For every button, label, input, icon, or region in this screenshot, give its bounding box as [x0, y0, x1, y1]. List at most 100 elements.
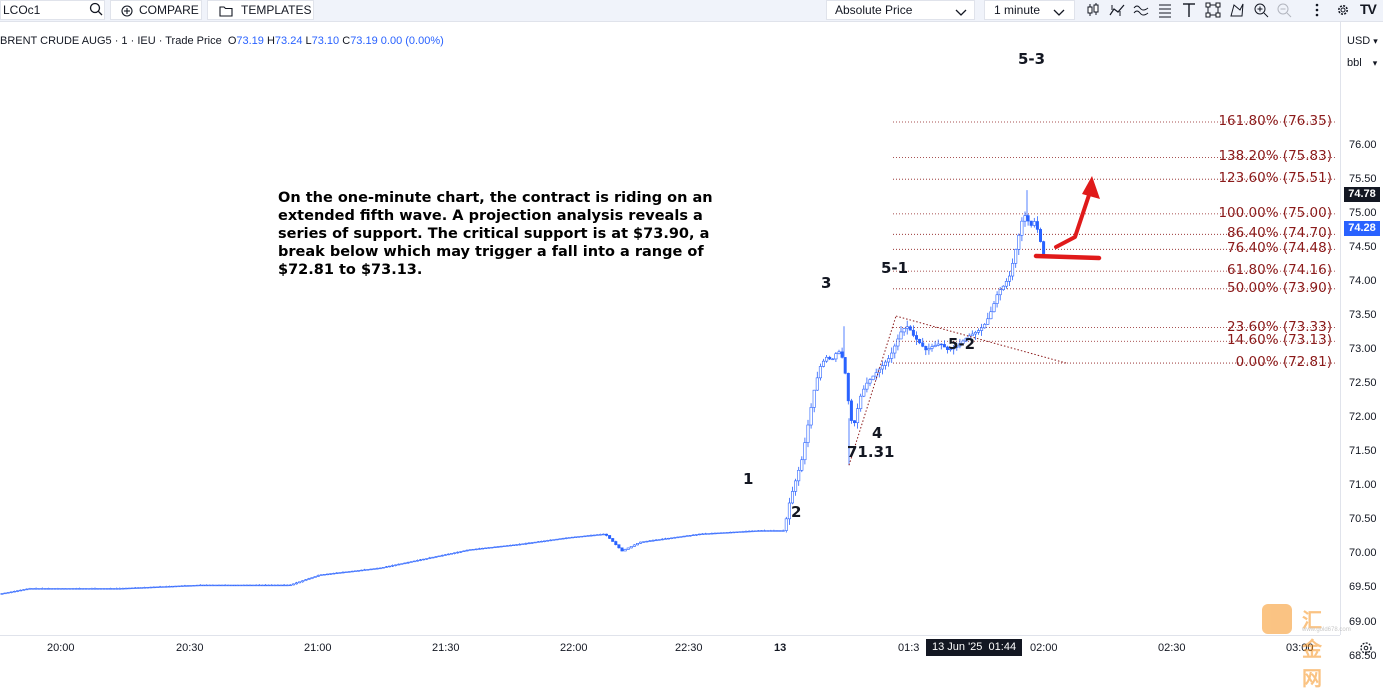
candle-up [294, 582, 298, 585]
candle-up [158, 586, 162, 588]
indicators-icon[interactable] [1108, 1, 1126, 19]
time-tick: 22:30 [675, 642, 703, 654]
candle-up [198, 584, 202, 587]
wave-icon[interactable] [1132, 1, 1150, 19]
currency-selector[interactable]: USD ▾ [1347, 35, 1378, 47]
fib-level-label: 86.40% (74.70) [1227, 225, 1332, 242]
candle-up [933, 345, 937, 347]
zoom-out-icon[interactable] [1275, 1, 1293, 19]
price-axis[interactable]: USD ▾ bbl ▾ 76.00 75.50 75.00 74.50 74.00 73.… [1340, 22, 1383, 662]
time-tick: 21:00 [304, 642, 332, 654]
candle-up [707, 533, 711, 535]
candle-up [146, 586, 150, 589]
candle-up [772, 530, 776, 532]
wave-label-3: 3 [821, 274, 832, 292]
candle-up [778, 530, 782, 532]
gear-icon[interactable] [1334, 1, 1352, 19]
candle-up [406, 561, 410, 564]
candles-icon[interactable] [1084, 1, 1102, 19]
candle-up [65, 588, 69, 590]
candle-up [527, 542, 531, 545]
candle-up [19, 589, 23, 592]
candle-up [412, 560, 416, 563]
text-tool-icon[interactable] [1180, 1, 1198, 19]
candle-up [260, 584, 264, 587]
candle-up [688, 535, 692, 537]
candle-down [1035, 221, 1039, 230]
candle-up [1004, 281, 1008, 287]
candle-up [601, 533, 605, 536]
candle-up [177, 585, 181, 588]
candle-up [546, 540, 550, 542]
candle-up [121, 588, 125, 590]
candle-up [797, 469, 801, 482]
time-axis[interactable]: 20:00 20:30 21:00 21:30 22:00 22:30 13 01:3 02:0… [0, 635, 1340, 660]
candle-up [183, 585, 187, 587]
candle-up [753, 530, 757, 532]
candle-up [46, 588, 50, 590]
candle-up [310, 577, 314, 579]
candle-up [459, 551, 463, 553]
candle-up [276, 584, 280, 587]
candle-up [515, 544, 519, 546]
candle-up [1014, 249, 1018, 264]
candle-up [28, 588, 32, 590]
candle-up [397, 563, 401, 566]
search-icon[interactable] [89, 2, 103, 21]
candle-up [533, 541, 537, 544]
candle-up [74, 588, 78, 590]
legend-close: 73.19 [350, 35, 378, 47]
symbol-search-box[interactable]: LCOc1 [0, 0, 105, 20]
candle-up [701, 533, 705, 535]
candle-up [725, 532, 729, 534]
candle-up [9, 591, 13, 593]
candle-up [273, 584, 277, 587]
watermark-sub: www.gold678.com [1302, 627, 1351, 633]
analysis-note: On the one-minute chart, the contract is… [278, 190, 713, 278]
candle-up [298, 581, 302, 584]
candle-up [651, 540, 655, 542]
candle-down [1042, 241, 1046, 255]
candle-up [639, 541, 643, 544]
zoom-in-icon[interactable] [1252, 1, 1270, 19]
lines-icon[interactable] [1156, 1, 1174, 19]
candle-up [378, 567, 382, 570]
candle-up [573, 536, 577, 538]
price-tick: 74.00 [1349, 275, 1377, 287]
cursor-date: 13 Jun '25 [932, 641, 983, 653]
more-vertical-icon[interactable] [1308, 1, 1326, 19]
currency-label: USD [1347, 35, 1371, 47]
price-type-dropdown[interactable]: Absolute Price [826, 0, 975, 20]
candle-up [679, 536, 683, 538]
unit-selector[interactable]: bbl ▾ [1347, 57, 1377, 69]
chart-pane[interactable] [0, 22, 1340, 635]
templates-button[interactable]: TEMPLATES [207, 0, 314, 20]
fib-level-label: 161.80% (76.35) [1218, 112, 1332, 129]
candle-up [747, 530, 751, 533]
candle-up [626, 547, 630, 550]
candle-up [657, 539, 661, 541]
candle-up [980, 327, 984, 331]
candle-up [208, 584, 212, 587]
candle-down [1029, 220, 1033, 226]
candle-up [40, 588, 44, 590]
candle-up [155, 586, 159, 588]
compare-button[interactable]: COMPARE [110, 0, 202, 20]
candle-down [852, 420, 856, 424]
compare-label: COMPARE [139, 3, 199, 17]
candle-up [6, 592, 10, 594]
top-toolbar: LCOc1 COMPARE TEMPLATES Absolute Price 1… [0, 0, 1383, 22]
candle-up [152, 586, 156, 589]
shape-tool-icon[interactable] [1204, 1, 1222, 19]
candle-up [366, 569, 370, 571]
settings-icon[interactable] [1359, 641, 1373, 660]
candle-up [192, 584, 196, 587]
candle-up [84, 588, 88, 590]
interval-dropdown[interactable]: 1 minute [984, 0, 1075, 20]
candle-up [180, 585, 184, 587]
time-tick: 21:30 [432, 642, 460, 654]
candle-up [583, 535, 587, 538]
pattern-tool-icon[interactable] [1228, 1, 1246, 19]
price-tick: 69.50 [1349, 581, 1377, 594]
candle-up [236, 584, 240, 587]
